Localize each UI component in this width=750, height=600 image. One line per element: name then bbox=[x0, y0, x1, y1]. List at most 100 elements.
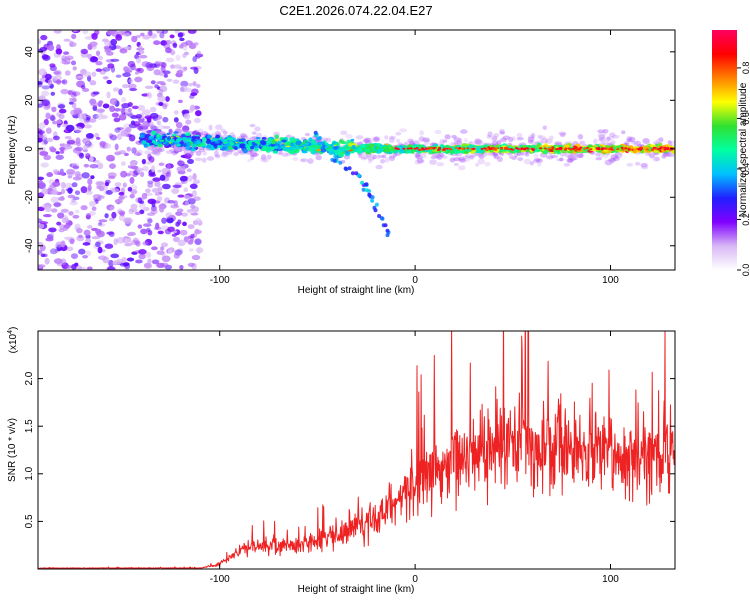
spectrogram-cell bbox=[135, 68, 142, 72]
spectrogram-cell bbox=[191, 143, 198, 148]
spectrogram-cell bbox=[187, 262, 195, 267]
spectrogram-cell bbox=[95, 50, 101, 57]
spectrogram-cell bbox=[536, 143, 541, 148]
spectrogram-cell bbox=[110, 66, 116, 73]
spectrogram-cell bbox=[530, 147, 534, 150]
spectrogram-cell bbox=[626, 163, 634, 167]
spectrogram-cell bbox=[150, 130, 157, 136]
spectrogram-cell bbox=[80, 205, 88, 211]
spectrogram-cell bbox=[469, 155, 475, 160]
spectrogram-cell bbox=[153, 69, 161, 76]
spectrogram-cell bbox=[75, 75, 84, 79]
spectrogram-cell bbox=[458, 156, 466, 161]
spectrogram-cell bbox=[579, 140, 586, 145]
spectrogram-cell bbox=[165, 212, 173, 219]
spectrogram-cell bbox=[559, 132, 566, 138]
spectrogram-cell bbox=[350, 171, 355, 176]
spectrogram-cell bbox=[627, 148, 631, 151]
spectrogram-cell bbox=[92, 104, 98, 112]
spectrogram-cell bbox=[50, 91, 56, 96]
spectrogram-cell bbox=[166, 164, 171, 169]
figure-title: C2E1.2026.074.22.04.E27 bbox=[279, 3, 432, 18]
spectrogram-cell bbox=[157, 230, 164, 235]
spectrogram-cell bbox=[82, 144, 89, 150]
spectrogram-cell bbox=[38, 206, 45, 212]
spectrogram-cell bbox=[60, 258, 67, 266]
spectrogram-cell bbox=[41, 85, 51, 90]
spectrogram-cell bbox=[168, 128, 173, 134]
spectrogram-cell bbox=[64, 70, 71, 76]
spectrogram-cell bbox=[402, 147, 406, 150]
spectrogram-cell bbox=[131, 105, 139, 110]
colorbar-gradient bbox=[712, 30, 737, 270]
spectrogram-cell bbox=[602, 147, 606, 150]
multiplier-exp: 4 bbox=[7, 330, 14, 334]
spectrogram-cell bbox=[477, 158, 485, 165]
spectrogram-cell bbox=[74, 171, 81, 177]
spectrogram-cell bbox=[634, 140, 642, 146]
spectrogram-cell bbox=[185, 141, 191, 146]
spectrogram-cell bbox=[92, 41, 97, 48]
spectrogram-cell bbox=[38, 176, 45, 181]
spectrogram-cell bbox=[110, 38, 118, 46]
spectrogram-cell bbox=[606, 135, 614, 140]
spectrogram-cell bbox=[67, 187, 73, 194]
spectrogram-cell bbox=[462, 155, 471, 160]
spectrogram-cell bbox=[608, 158, 617, 162]
spectrogram-cell bbox=[598, 134, 606, 140]
spectrogram-cell bbox=[338, 153, 345, 158]
spectrogram-cell bbox=[652, 157, 660, 162]
spectrogram-cell bbox=[533, 157, 542, 162]
spectrogram-cell bbox=[274, 134, 279, 140]
spectrogram-cell bbox=[160, 65, 166, 73]
spectrogram-cell bbox=[61, 55, 67, 62]
spectrogram-cell bbox=[532, 159, 540, 164]
spectrogram-cell bbox=[285, 134, 292, 138]
spectrogram-cell bbox=[341, 141, 347, 145]
spectrogram-cell bbox=[226, 149, 233, 155]
spectrogram-cell bbox=[91, 71, 97, 77]
snr-x-label: Height of straight line (km) bbox=[298, 584, 415, 595]
spectrogram-cell bbox=[71, 102, 77, 109]
spectrogram-cell bbox=[173, 252, 180, 259]
spectrogram-cell bbox=[69, 201, 79, 206]
spectrogram-cell bbox=[106, 91, 111, 99]
spectrogram-cell bbox=[95, 228, 102, 235]
x-tick-label: -100 bbox=[210, 574, 230, 585]
spectrogram-cell bbox=[159, 32, 165, 39]
spectrogram-cell bbox=[183, 150, 190, 155]
spectrogram-cell bbox=[102, 76, 109, 80]
spectrogram-cell bbox=[239, 133, 248, 138]
spectrogram-cell bbox=[80, 186, 88, 194]
spectrogram-cell bbox=[320, 137, 329, 142]
spectrogram-cell bbox=[124, 217, 133, 225]
spectrogram-cell bbox=[466, 147, 470, 150]
spectrogram-cell bbox=[158, 101, 164, 107]
spectrogram-cell bbox=[616, 148, 620, 151]
spectrogram-cell bbox=[192, 179, 201, 184]
spectrogram-cell bbox=[138, 249, 147, 255]
spectrogram-cell bbox=[214, 155, 221, 159]
spectrogram-cell bbox=[166, 78, 173, 82]
spectrogram-cell bbox=[364, 188, 369, 193]
spectrogram-cell bbox=[85, 153, 91, 160]
spectrogram-cell bbox=[368, 139, 374, 144]
spectrogram-cell bbox=[548, 135, 554, 141]
spectrogram-cell bbox=[519, 144, 524, 149]
spectrogram-cell bbox=[124, 46, 132, 50]
spectrogram-cell bbox=[443, 139, 448, 143]
spectrogram-cell bbox=[370, 198, 375, 203]
spectrogram-cell bbox=[299, 146, 304, 150]
spectrogram-cell bbox=[576, 153, 584, 159]
spectrogram-cell bbox=[179, 264, 184, 270]
spectrogram-y-ticks: -40 -20 0 20 40 bbox=[24, 46, 675, 253]
spectrogram-cell bbox=[118, 214, 126, 222]
spectrogram-cell bbox=[87, 184, 92, 191]
spectrogram-cell bbox=[38, 138, 43, 143]
spectrogram-cell bbox=[72, 176, 82, 181]
spectrogram-cell bbox=[179, 85, 188, 93]
spectrogram-cell bbox=[123, 32, 131, 37]
spectrogram-cell bbox=[475, 162, 480, 167]
spectrogram-cell bbox=[478, 154, 485, 159]
spectrogram-cell bbox=[464, 155, 471, 162]
